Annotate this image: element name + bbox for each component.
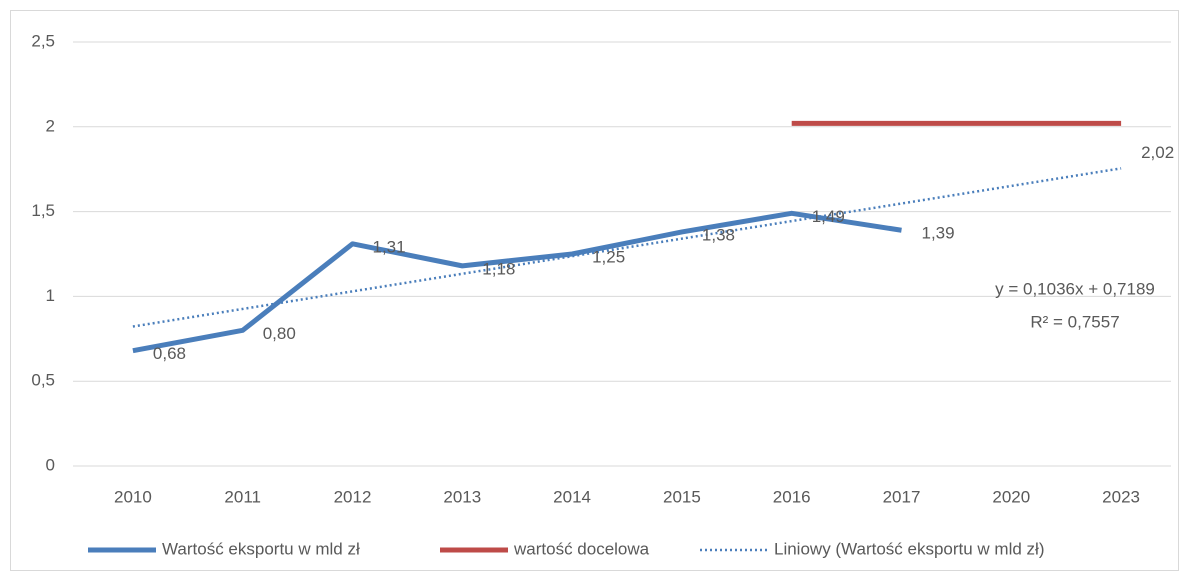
data-label: 1,49	[812, 207, 845, 226]
x-tick-label: 2014	[553, 487, 591, 506]
x-tick-label: 2020	[992, 487, 1030, 506]
x-tick-label: 2017	[883, 487, 921, 506]
data-label: 2,02	[1141, 143, 1174, 162]
legend-label: Liniowy (Wartość eksportu w mld zł)	[774, 539, 1045, 558]
x-tick-label: 2013	[443, 487, 481, 506]
legend-label: wartość docelowa	[513, 539, 650, 558]
data-label: 1,31	[373, 237, 406, 256]
y-tick-label: 0,5	[31, 371, 55, 390]
y-tick-label: 1,5	[31, 201, 55, 220]
legend-label: Wartość eksportu w mld zł	[162, 539, 360, 558]
data-label: 0,80	[263, 324, 296, 343]
trendline	[132, 167, 1122, 328]
trendline-equation: y = 0,1036x + 0,7189	[995, 279, 1155, 298]
data-label: 1,38	[702, 225, 735, 244]
x-tick-label: 2015	[663, 487, 701, 506]
series-line	[132, 210, 902, 354]
y-tick-label: 2,5	[31, 31, 55, 50]
chart-border	[10, 10, 1179, 571]
data-label: 1,39	[922, 224, 955, 243]
trendline-r2: R² = 0,7557	[1030, 312, 1119, 331]
x-tick-label: 2011	[224, 487, 261, 506]
x-tick-label: 2023	[1102, 487, 1140, 506]
data-label: 0,68	[153, 344, 186, 363]
data-label: 1,18	[482, 259, 515, 278]
x-tick-label: 2016	[773, 487, 811, 506]
data-label: 1,25	[592, 247, 625, 266]
x-tick-label: 2010	[114, 487, 152, 506]
y-tick-label: 2	[46, 116, 55, 135]
x-tick-label: 2012	[334, 487, 372, 506]
y-tick-label: 0	[46, 455, 55, 474]
y-tick-label: 1	[46, 286, 55, 305]
